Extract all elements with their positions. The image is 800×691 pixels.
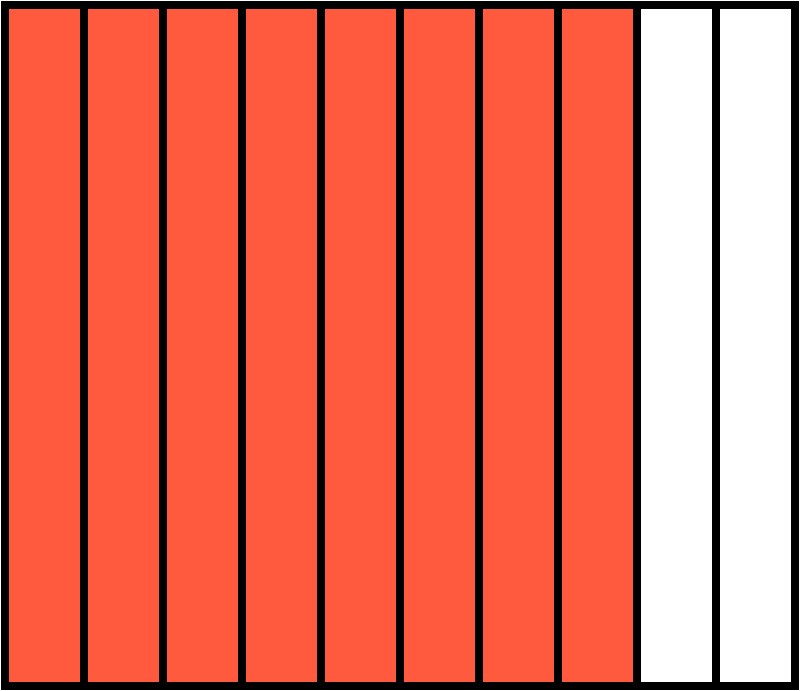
shaded-part-3: [163, 5, 242, 686]
shaded-part-8: [558, 5, 637, 686]
fraction-strips: [5, 5, 795, 686]
unshaded-part-10: [716, 5, 795, 686]
unshaded-part-9: [637, 5, 716, 686]
shaded-part-7: [479, 5, 558, 686]
fraction-dividers: [80, 5, 720, 686]
shaded-part-6: [400, 5, 479, 686]
shaded-part-1: [5, 5, 84, 686]
shaded-part-2: [84, 5, 163, 686]
shaded-part-5: [321, 5, 400, 686]
shaded-part-4: [242, 5, 321, 686]
